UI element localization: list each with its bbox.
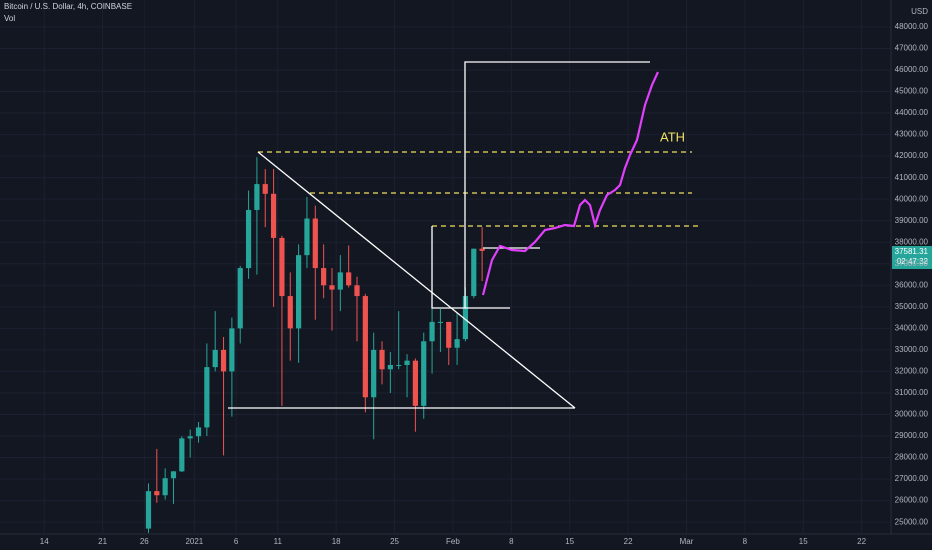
y-tick-label: 28000.00 [895,453,929,462]
candle-body [446,321,452,348]
y-tick-label: 37000.00 [895,259,929,268]
drawings [228,61,700,409]
y-tick-label: 34000.00 [895,323,929,332]
y-tick-label: 44000.00 [895,108,929,117]
x-tick-label: Mar [680,537,694,546]
candle-body [170,471,177,479]
x-tick-label: 22 [624,537,633,546]
candle-body [212,349,218,368]
x-tick-label: 15 [565,537,574,546]
candle-body [462,296,469,340]
price-tag-countdown: 02:47:32 [897,257,929,266]
x-tick-label: 18 [332,537,341,546]
candle-body [371,349,377,398]
candle-body [162,478,168,496]
candle-body [412,360,418,406]
candle-body [321,268,327,286]
y-tick-label: 46000.00 [895,65,929,74]
candle-body [362,296,368,398]
candle-body [187,436,193,439]
y-tick-label: 45000.00 [895,87,929,96]
y-tick-label: 42000.00 [895,151,929,160]
y-tick-label: 31000.00 [895,388,929,397]
candle-body [270,193,277,238]
candle-body [337,272,343,290]
candle-body [254,184,260,210]
x-tick-label: 25 [390,537,399,546]
y-tick-label: 33000.00 [895,345,929,354]
candle-body [204,367,210,428]
candle-body [145,491,152,529]
y-tick-label: 30000.00 [895,410,929,419]
candle-body [454,339,460,348]
y-tick-label: 47000.00 [895,44,929,53]
candle-body [262,184,268,194]
target-box [464,61,650,308]
x-tick-label: 8 [509,537,514,546]
candle-body [387,364,393,370]
candle-body [354,285,360,297]
x-tick-label: 14 [40,537,49,546]
projection-path [481,71,659,296]
y-tick-label: 48000.00 [895,22,929,31]
candle-body [437,321,444,323]
candle-body [245,209,252,269]
candle-body [421,341,427,406]
grid [0,0,890,534]
candle-body [479,248,485,251]
price-tag [892,246,932,269]
candle-body [304,218,310,256]
candle-body [471,248,477,297]
candle-body [404,360,410,365]
candle-body [154,491,160,496]
candle-body [279,237,285,297]
annotation: ATH [660,129,685,144]
candle-body [312,218,318,269]
candle-body [429,321,435,342]
y-tick-label: 35000.00 [895,302,929,311]
y-tick-label: 32000.00 [895,367,929,376]
y-tick-label: 36000.00 [895,280,929,289]
y-tick-label: 40000.00 [895,194,929,203]
candle-body [379,349,385,370]
x-tick-label: 8 [743,537,748,546]
y-tick-label: 29000.00 [895,431,929,440]
currency-label: USD [911,7,928,16]
y-tick-label: 27000.00 [895,474,929,483]
x-tick-label: 11 [274,537,283,546]
candle-body [329,285,335,290]
candle-body [396,364,402,366]
x-tick-label: 15 [799,537,808,546]
x-tick-label: 21 [98,537,107,546]
x-tick-label: 6 [234,537,239,546]
x-tick-label: 2021 [185,537,203,546]
trend-line [257,151,576,409]
candle-body [195,427,202,437]
candle-body [229,328,235,372]
candle-body [220,349,227,372]
price-tag-value: 37581.31 [895,247,929,256]
x-tick-label: Feb [446,537,460,546]
y-tick-label: 43000.00 [895,130,929,139]
symbol-title: Bitcoin / U.S. Dollar, 4h, COINBASE [4,2,132,11]
indicator-label: Vol [4,14,15,23]
candle-body [346,272,352,286]
candle-body [237,268,243,329]
candle-body [287,296,293,329]
y-tick-label: 39000.00 [895,216,929,225]
y-tick-label: 38000.00 [895,237,929,246]
y-tick-label: 41000.00 [895,173,929,182]
x-tick-label: 26 [140,537,149,546]
y-tick-label: 26000.00 [895,496,929,505]
candle-body [296,255,302,329]
y-tick-label: 25000.00 [895,517,929,526]
x-tick-label: 22 [857,537,866,546]
flag-pole [431,226,510,309]
candle-body [179,438,185,472]
